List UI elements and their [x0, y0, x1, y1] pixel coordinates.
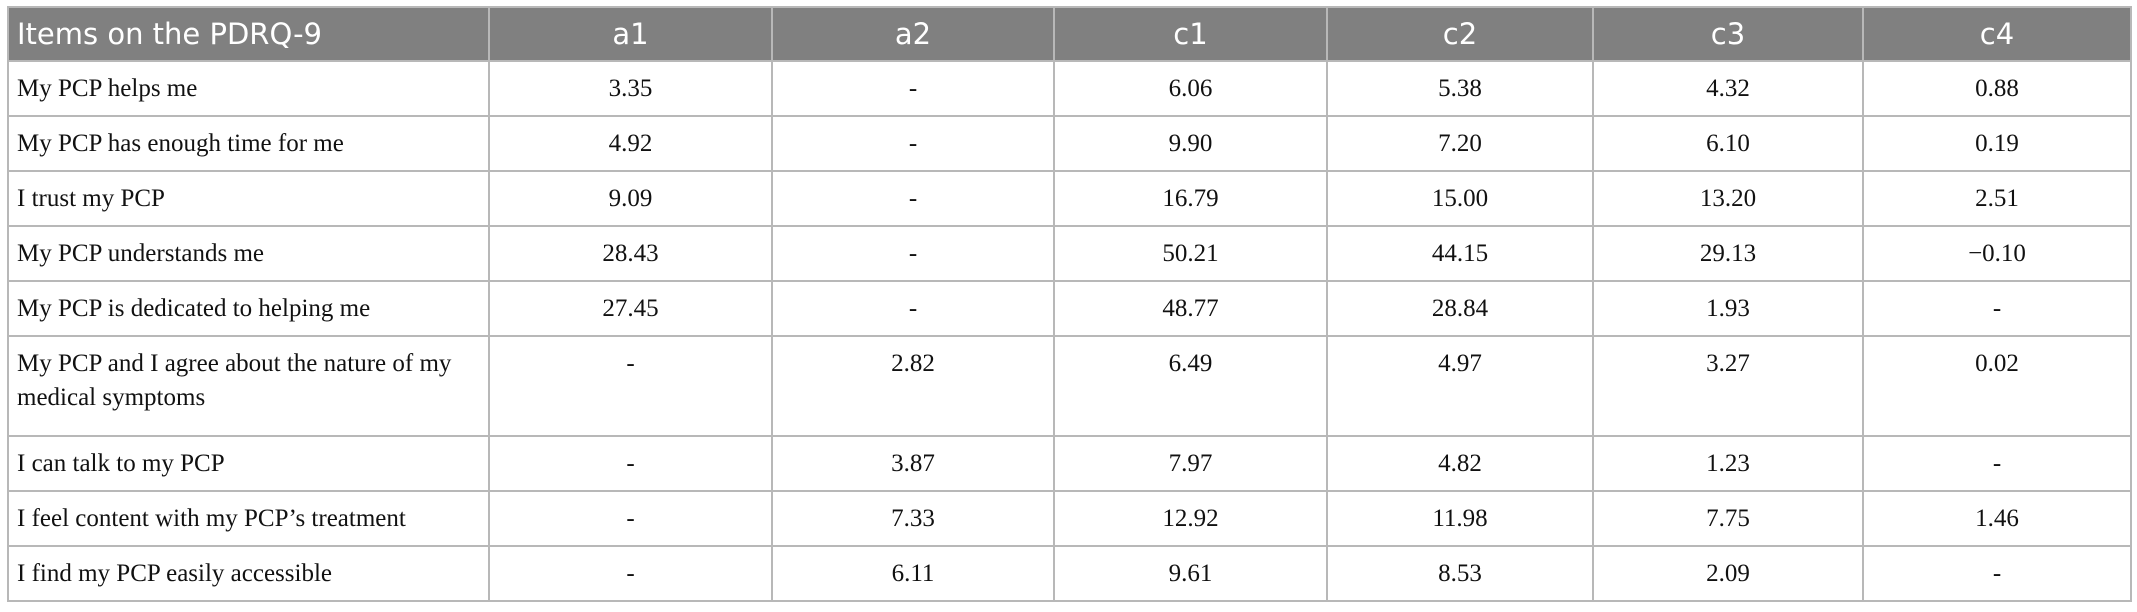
value-cell: - [488, 335, 773, 437]
value-cell: 9.61 [1053, 545, 1328, 602]
value-cell: 5.38 [1326, 60, 1594, 117]
item-cell: I can talk to my PCP [7, 435, 490, 492]
value-cell: 3.27 [1592, 335, 1864, 437]
value-cell: 28.84 [1326, 280, 1594, 337]
table-row: My PCP and I agree about the nature of m… [7, 335, 2132, 437]
item-cell: My PCP has enough time for me [7, 115, 490, 172]
header-cell: Items on the PDRQ-9 [7, 6, 490, 62]
table-row: My PCP has enough time for me 4.92-9.90 7.… [7, 115, 2132, 172]
value-cell: 7.33 [771, 490, 1055, 547]
header-cell: c4 [1862, 6, 2132, 62]
item-cell: I trust my PCP [7, 170, 490, 227]
value-cell: 15.00 [1326, 170, 1594, 227]
value-cell: 11.98 [1326, 490, 1594, 547]
value-cell: 0.19 [1862, 115, 2132, 172]
value-cell: - [488, 435, 773, 492]
value-cell: 1.93 [1592, 280, 1864, 337]
value-cell: 6.49 [1053, 335, 1328, 437]
value-cell: 6.06 [1053, 60, 1328, 117]
table-row: I can talk to my PCP -3.87 7.97 4.82 1.23- [7, 435, 2132, 492]
value-cell: 12.92 [1053, 490, 1328, 547]
table-body: My PCP helps me 3.35-6.06 5.38 4.32 0.88 My P… [7, 60, 2132, 602]
value-cell: - [488, 545, 773, 602]
value-cell: 0.88 [1862, 60, 2132, 117]
header-row: Items on the PDRQ-9 a1 a2 c1 c2 c3 c4 [7, 6, 2132, 62]
item-cell: My PCP helps me [7, 60, 490, 117]
value-cell: 0.02 [1862, 335, 2132, 437]
value-cell: - [771, 170, 1055, 227]
value-cell: 50.21 [1053, 225, 1328, 282]
value-cell: - [771, 115, 1055, 172]
value-cell: - [1862, 280, 2132, 337]
value-cell: 16.79 [1053, 170, 1328, 227]
value-cell: - [771, 280, 1055, 337]
value-cell: - [771, 60, 1055, 117]
value-cell: 9.90 [1053, 115, 1328, 172]
data-table: Items on the PDRQ-9 a1 a2 c1 c2 c3 c4 My PCP h… [7, 6, 2132, 602]
value-cell: 13.20 [1592, 170, 1864, 227]
value-cell: 28.43 [488, 225, 773, 282]
value-cell: 1.23 [1592, 435, 1864, 492]
table-row: I feel content with my PCP’s treatment -7… [7, 490, 2132, 547]
value-cell: 2.82 [771, 335, 1055, 437]
table-row: I trust my PCP 9.09-16.79 15.00 13.20 2.51 [7, 170, 2132, 227]
value-cell: 3.87 [771, 435, 1055, 492]
value-cell: 7.75 [1592, 490, 1864, 547]
value-cell: - [1862, 545, 2132, 602]
value-cell: 2.51 [1862, 170, 2132, 227]
header-cell: a1 [488, 6, 773, 62]
value-cell: 8.53 [1326, 545, 1594, 602]
value-cell: - [488, 490, 773, 547]
table-row: My PCP is dedicated to helping me 27.45-4… [7, 280, 2132, 337]
value-cell: 4.97 [1326, 335, 1594, 437]
header-cell: a2 [771, 6, 1055, 62]
table-row: My PCP helps me 3.35-6.06 5.38 4.32 0.88 [7, 60, 2132, 117]
value-cell: 4.92 [488, 115, 773, 172]
value-cell: 44.15 [1326, 225, 1594, 282]
table-row: I find my PCP easily accessible -6.11 9.61… [7, 545, 2132, 602]
item-cell: My PCP understands me [7, 225, 490, 282]
item-cell: My PCP is dedicated to helping me [7, 280, 490, 337]
value-cell: 9.09 [488, 170, 773, 227]
value-cell: 6.11 [771, 545, 1055, 602]
value-cell: 2.09 [1592, 545, 1864, 602]
item-cell: I feel content with my PCP’s treatment [7, 490, 490, 547]
header-cell: c2 [1326, 6, 1594, 62]
header-cell: c3 [1592, 6, 1864, 62]
value-cell: 48.77 [1053, 280, 1328, 337]
table-wrapper: Items on the PDRQ-9 a1 a2 c1 c2 c3 c4 My PCP h… [7, 6, 2132, 602]
table-row: My PCP understands me 28.43-50.21 44.15 29.… [7, 225, 2132, 282]
item-cell: I find my PCP easily accessible [7, 545, 490, 602]
value-cell: 4.32 [1592, 60, 1864, 117]
value-cell: 7.20 [1326, 115, 1594, 172]
value-cell: - [771, 225, 1055, 282]
value-cell: −0.10 [1862, 225, 2132, 282]
value-cell: 4.82 [1326, 435, 1594, 492]
value-cell: 7.97 [1053, 435, 1328, 492]
header-cell: c1 [1053, 6, 1328, 62]
value-cell: 3.35 [488, 60, 773, 117]
value-cell: - [1862, 435, 2132, 492]
value-cell: 27.45 [488, 280, 773, 337]
value-cell: 6.10 [1592, 115, 1864, 172]
value-cell: 29.13 [1592, 225, 1864, 282]
value-cell: 1.46 [1862, 490, 2132, 547]
item-cell: My PCP and I agree about the nature of m… [7, 335, 490, 437]
